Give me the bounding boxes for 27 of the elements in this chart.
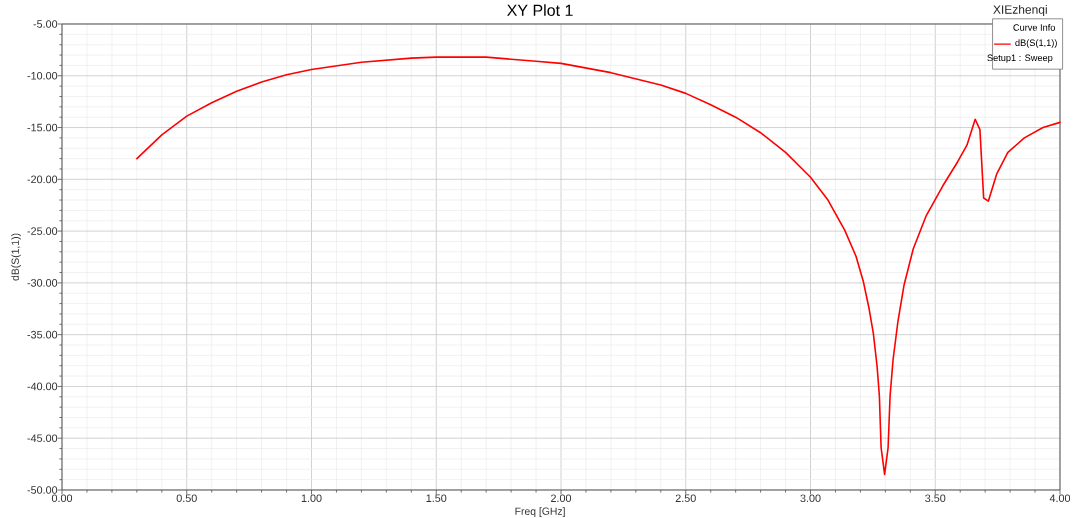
y-axis-title: dB(S(1,1)) — [11, 233, 21, 281]
legend-title: Curve Info — [1013, 24, 1056, 31]
y-tick-label: -45.00 — [27, 434, 58, 443]
x-tick-label: 1.50 — [426, 494, 447, 503]
x-tick-label: 1.00 — [301, 494, 322, 503]
y-tick-label: -5.00 — [33, 20, 58, 28]
x-tick-label: 3.00 — [800, 494, 821, 503]
y-tick-label: -20.00 — [27, 175, 58, 184]
y-tick-label: -30.00 — [27, 279, 58, 287]
x-tick-label: 2.50 — [675, 494, 696, 503]
y-tick-label: -25.00 — [27, 227, 58, 235]
x-tick-label: 3.50 — [925, 494, 946, 503]
chart-title: XY Plot 1 — [507, 4, 573, 16]
y-tick-label: -10.00 — [27, 71, 58, 80]
line-series — [136, 56, 1061, 476]
y-tick-label: -35.00 — [27, 330, 58, 339]
y-tick-label: -40.00 — [27, 382, 58, 391]
x-axis-title: Freq [GHz] — [515, 507, 565, 517]
y-tick-label: -50.00 — [27, 486, 58, 494]
x-tick-label: 0.50 — [176, 494, 197, 503]
legend-label: dB(S(1,1)) — [1015, 39, 1057, 48]
y-tick-label: -15.00 — [27, 123, 58, 132]
x-tick-label: 2.00 — [551, 494, 572, 503]
text: XIEzhenqi — [993, 4, 1047, 17]
annotation: Setup1 : Sweep — [987, 54, 1053, 63]
x-tick-label: 0.00 — [51, 494, 73, 503]
x-tick-label: 4.00 — [1049, 494, 1071, 503]
